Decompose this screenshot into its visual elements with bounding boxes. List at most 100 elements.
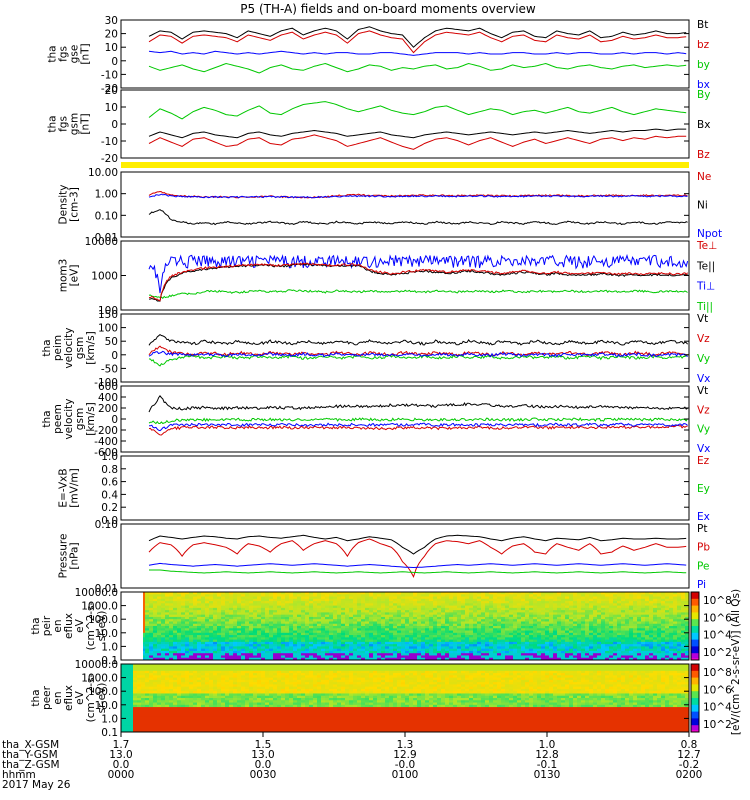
y-axis-label: gse [69,45,81,64]
spec-cell [537,632,542,636]
spec-cell [621,641,626,645]
spec-cell [613,650,618,654]
series-Bt [148,26,687,48]
spec-cell [649,655,654,659]
spec-cell [161,709,166,712]
spec-cell [141,601,146,604]
spec-cell [561,621,566,625]
spec-cell [285,639,290,643]
spec-cell [397,598,402,602]
spec-cell [557,630,562,634]
spec-cell [157,605,162,609]
spec-cell [265,612,270,616]
spec-cell [373,626,378,629]
spec-cell [437,596,442,600]
spec-cell [641,598,646,602]
spec-cell [685,653,690,656]
spec-cell [145,666,150,669]
spec-cell [641,623,646,627]
spec-cell [501,646,506,650]
spec-cell [509,614,514,618]
spec-cell [221,610,226,613]
spec-cell [485,655,490,659]
spec-cell [601,657,606,661]
spec-cell [385,603,390,606]
spec-cell [265,605,270,609]
spec-cell [673,596,678,600]
spec-cell [561,614,566,618]
spec-cell [517,616,522,620]
spec-cell [673,605,678,609]
spec-cell [369,648,374,652]
spec-cell [121,722,126,726]
spec-cell [565,630,570,634]
spec-cell [385,639,390,643]
spec-cell [397,616,402,620]
spec-cell [633,607,638,611]
spec-cell [645,610,650,613]
spec-cell [517,612,522,616]
spec-cell [141,688,146,692]
spec-cell [433,614,438,618]
spec-cell [589,630,594,634]
spec-cell [129,688,134,692]
spec-cell [581,601,586,604]
spec-cell [661,605,666,609]
spec-cell [589,592,594,595]
spec-cell [369,610,374,613]
spec-cell [325,644,330,647]
spec-cell [493,612,498,616]
spec-cell [661,641,666,645]
spec-cell [461,603,466,606]
spec-cell [297,621,302,625]
spec-cell [361,623,366,627]
spec-cell [353,619,358,622]
spec-cell [497,628,502,631]
spec-cell [173,677,178,681]
spec-cell [541,619,546,622]
spec-cell [673,641,678,645]
spec-cell [137,682,142,685]
spec-cell [641,603,646,606]
spec-cell [589,596,594,600]
spec-cell [157,632,162,636]
spec-cell [485,603,490,606]
spec-cell [609,630,614,634]
spec-cell [653,598,658,602]
spec-cell [373,630,378,634]
spec-cell [141,700,146,703]
spec-cell [229,637,234,640]
spec-cell [549,655,554,659]
spec-cell [305,596,310,600]
spec-cell [349,644,354,647]
spec-cell [613,653,618,656]
spec-cell [617,657,622,661]
spec-cell [293,592,298,595]
y-tick-label: 30 [105,15,118,27]
spec-cell [277,607,282,611]
spec-cell [601,626,606,629]
spec-cell [513,610,518,613]
spec-cell [397,596,402,600]
spec-cell [533,592,538,595]
spec-cell [145,594,150,597]
spec-cell [173,688,178,692]
spec-cell [209,626,214,629]
spec-cell [213,616,218,620]
spec-cell [521,653,526,656]
spec-cell [657,657,662,661]
spec-cell [645,635,650,638]
spec-cell [489,605,494,609]
spec-cell [637,598,642,602]
spec-cell [473,650,478,654]
spec-cell [213,653,218,656]
spec-cell [585,605,590,609]
spec-cell [613,626,618,629]
spec-cell [581,594,586,597]
spec-cell [321,614,326,618]
spec-cell [473,598,478,602]
spec-cell [169,686,174,690]
spec-cell [281,628,286,631]
